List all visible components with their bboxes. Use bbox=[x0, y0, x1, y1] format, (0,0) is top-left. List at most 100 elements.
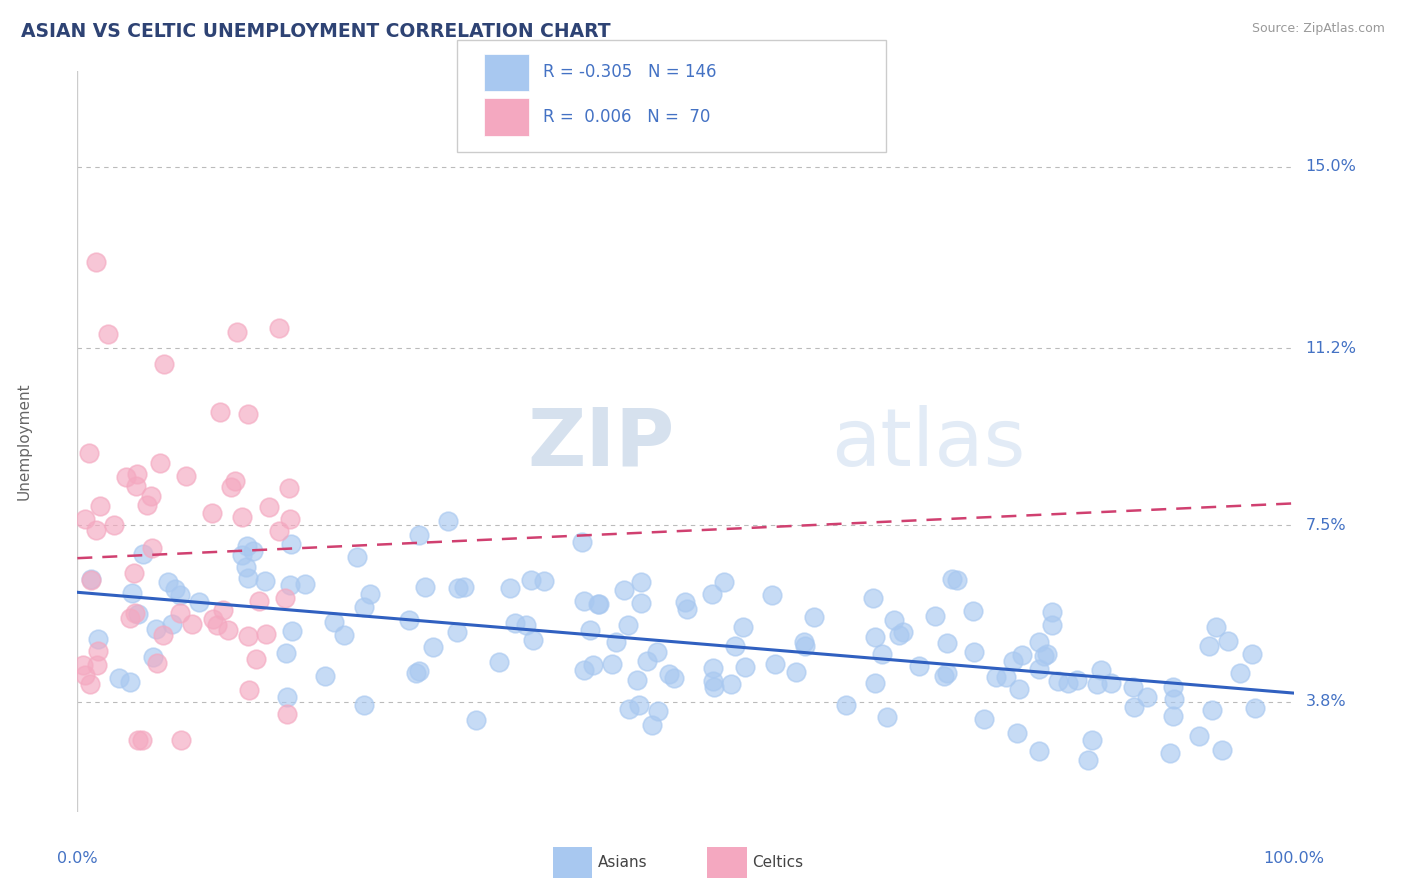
Point bbox=[80, 573, 103, 587]
Point bbox=[224, 475, 246, 489]
Point bbox=[579, 624, 602, 638]
Point bbox=[1032, 649, 1054, 664]
Point bbox=[862, 591, 884, 606]
Point bbox=[702, 660, 724, 674]
Point bbox=[908, 659, 931, 673]
Point bbox=[180, 617, 202, 632]
Point bbox=[627, 698, 650, 712]
Point bbox=[174, 468, 197, 483]
Point bbox=[533, 574, 555, 589]
Point bbox=[1123, 699, 1146, 714]
Point bbox=[103, 518, 125, 533]
Point bbox=[446, 625, 468, 640]
Point bbox=[630, 596, 652, 610]
Point bbox=[1008, 682, 1031, 697]
Point bbox=[146, 657, 169, 671]
Point bbox=[274, 591, 297, 605]
Point bbox=[153, 357, 176, 371]
Text: 3.8%: 3.8% bbox=[1306, 694, 1347, 709]
Point bbox=[883, 613, 905, 627]
Point bbox=[359, 587, 381, 601]
Point bbox=[1201, 703, 1223, 717]
Point bbox=[97, 327, 120, 342]
Point bbox=[259, 500, 281, 515]
Point bbox=[231, 548, 253, 562]
Text: ASIAN VS CELTIC UNEMPLOYMENT CORRELATION CHART: ASIAN VS CELTIC UNEMPLOYMENT CORRELATION… bbox=[21, 22, 610, 41]
Point bbox=[763, 657, 786, 671]
Point bbox=[72, 657, 94, 672]
Point bbox=[346, 549, 368, 564]
Point bbox=[314, 668, 336, 682]
Point bbox=[1240, 647, 1263, 661]
Point bbox=[963, 645, 986, 659]
Point bbox=[935, 635, 957, 649]
Point bbox=[863, 676, 886, 690]
Point bbox=[617, 617, 640, 632]
Point bbox=[733, 620, 755, 634]
Point bbox=[398, 613, 420, 627]
Point bbox=[238, 629, 260, 643]
Point bbox=[217, 624, 239, 638]
Point bbox=[1218, 633, 1240, 648]
Point bbox=[221, 480, 243, 494]
Point bbox=[572, 593, 595, 607]
Point bbox=[127, 467, 149, 481]
Point bbox=[118, 675, 141, 690]
Point bbox=[713, 575, 735, 590]
Point bbox=[1011, 648, 1033, 663]
Point bbox=[803, 609, 825, 624]
Point bbox=[253, 574, 276, 588]
Point bbox=[503, 616, 526, 631]
Point bbox=[142, 650, 165, 665]
Point bbox=[588, 597, 610, 611]
Point bbox=[122, 566, 145, 581]
Point bbox=[1099, 676, 1122, 690]
Point bbox=[572, 663, 595, 677]
Point bbox=[278, 481, 301, 495]
Point bbox=[1090, 663, 1112, 677]
Point bbox=[188, 595, 211, 609]
Point bbox=[876, 709, 898, 723]
Point bbox=[141, 490, 163, 504]
Point bbox=[673, 595, 696, 609]
Point bbox=[201, 506, 224, 520]
Point bbox=[1188, 729, 1211, 743]
Point bbox=[453, 580, 475, 594]
Point bbox=[870, 647, 893, 661]
Point bbox=[863, 630, 886, 644]
Point bbox=[613, 582, 636, 597]
Point bbox=[152, 628, 174, 642]
Point bbox=[141, 541, 163, 555]
Point bbox=[422, 640, 444, 655]
Point bbox=[1066, 673, 1088, 687]
Point bbox=[1047, 674, 1070, 689]
Point bbox=[793, 634, 815, 648]
Point bbox=[657, 667, 679, 681]
Point bbox=[499, 582, 522, 596]
Point bbox=[1198, 640, 1220, 654]
Point bbox=[132, 547, 155, 561]
Point bbox=[75, 668, 97, 682]
Point bbox=[720, 677, 742, 691]
Point bbox=[226, 325, 249, 339]
Point bbox=[946, 573, 969, 587]
Point bbox=[645, 645, 668, 659]
Text: Unemployment: Unemployment bbox=[17, 383, 32, 500]
Point bbox=[235, 559, 257, 574]
Point bbox=[212, 603, 235, 617]
Point bbox=[619, 702, 641, 716]
Text: R = -0.305   N = 146: R = -0.305 N = 146 bbox=[543, 63, 716, 81]
Point bbox=[1028, 744, 1050, 758]
Point bbox=[1081, 733, 1104, 747]
Point bbox=[127, 607, 149, 621]
Point bbox=[276, 690, 298, 704]
Point bbox=[941, 572, 963, 586]
Point bbox=[1163, 692, 1185, 706]
Point bbox=[169, 606, 191, 620]
Point bbox=[238, 682, 260, 697]
Text: 7.5%: 7.5% bbox=[1306, 517, 1347, 533]
Point bbox=[294, 577, 316, 591]
Point bbox=[465, 713, 488, 727]
Point bbox=[131, 733, 153, 747]
Point bbox=[236, 539, 259, 553]
